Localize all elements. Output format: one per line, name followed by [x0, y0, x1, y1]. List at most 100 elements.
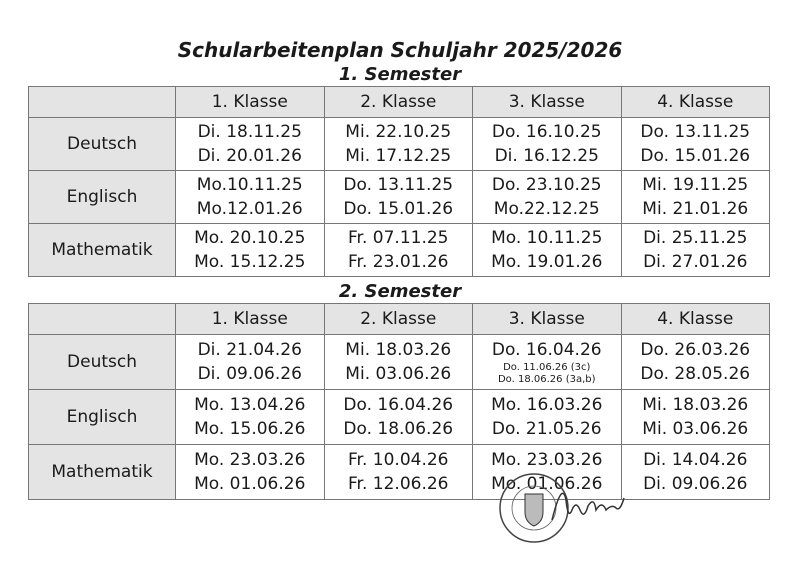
- exam-dates-cell: Di. 25.11.25 Di. 27.01.26: [620, 223, 770, 277]
- subject-label: Englisch: [28, 170, 176, 224]
- exam-date: Mo. 10.11.25: [491, 228, 603, 248]
- header-row: 1. Klasse 2. Klasse 3. Klasse 4. Klasse: [28, 86, 770, 118]
- exam-date: Do. 13.11.25: [640, 122, 751, 142]
- exam-date: Do. 28.05.26: [640, 364, 751, 384]
- column-header: 1. Klasse: [175, 303, 325, 335]
- exam-dates-cell: Fr. 10.04.26 Fr. 12.06.26: [323, 444, 473, 500]
- exam-date: Do. 15.01.26: [640, 146, 751, 166]
- exam-dates-cell: Mi. 19.11.25 Mi. 21.01.26: [620, 170, 770, 224]
- exam-date: Mi. 03.06.26: [642, 419, 749, 439]
- exam-date: Do. 11.06.26 (3c): [503, 362, 591, 373]
- exam-date: Fr. 23.01.26: [348, 252, 449, 272]
- exam-date: Mo. 15.12.25: [194, 252, 306, 272]
- subject-label: Englisch: [28, 389, 176, 445]
- exam-date: Mo. 23.03.26: [491, 450, 603, 470]
- exam-date: Do. 15.01.26: [343, 199, 454, 219]
- exam-dates-cell: Mo.10.11.25 Mo.12.01.26: [175, 170, 325, 224]
- column-header: 3. Klasse: [472, 86, 622, 118]
- exam-date: Di. 20.01.26: [197, 146, 302, 166]
- exam-date: Di. 16.12.25: [494, 146, 599, 166]
- exam-date: Di. 09.06.26: [643, 474, 748, 494]
- column-header: 3. Klasse: [472, 303, 622, 335]
- exam-dates-cell: Do. 13.11.25 Do. 15.01.26: [323, 170, 473, 224]
- exam-date: Do. 16.04.26: [343, 395, 454, 415]
- exam-dates-cell: Do. 16.04.26 Do. 18.06.26: [323, 389, 473, 445]
- exam-date: Do. 21.05.26: [491, 419, 602, 439]
- exam-dates-cell: Mo. 10.11.25 Mo. 19.01.26: [472, 223, 622, 277]
- exam-date: Mo.22.12.25: [493, 199, 600, 219]
- exam-dates-cell: Mo. 20.10.25 Mo. 15.12.25: [175, 223, 325, 277]
- exam-date: Mo. 01.06.26: [194, 474, 306, 494]
- exam-date: Di. 21.04.26: [197, 340, 302, 360]
- exam-date: Di. 25.11.25: [643, 228, 748, 248]
- subject-label: Mathematik: [28, 444, 176, 500]
- exam-date: Mo. 23.03.26: [194, 450, 306, 470]
- exam-dates-cell: Mo. 16.03.26 Do. 21.05.26: [472, 389, 622, 445]
- exam-dates-cell: Do. 13.11.25 Do. 15.01.26: [620, 117, 770, 171]
- column-header: 4. Klasse: [620, 86, 770, 118]
- exam-dates-cell: Di. 18.11.25 Di. 20.01.26: [175, 117, 325, 171]
- exam-date: Mi. 22.10.25: [345, 122, 452, 142]
- exam-date: Do. 18.06.26: [343, 419, 454, 439]
- exam-date: Do. 23.10.25: [491, 175, 602, 195]
- subject-label: Mathematik: [28, 223, 176, 277]
- column-header: [28, 86, 176, 118]
- exam-dates-cell: Mo. 13.04.26 Mo. 15.06.26: [175, 389, 325, 445]
- semester-1-heading: 1. Semester: [338, 64, 462, 85]
- semester-2-table: 1. Klasse 2. Klasse 3. Klasse 4. Klasse Deut…: [28, 303, 770, 500]
- column-header: 2. Klasse: [323, 86, 473, 118]
- exam-dates-cell: Mo. 23.03.26 Mo. 01.06.26: [175, 444, 325, 500]
- column-header: 1. Klasse: [175, 86, 325, 118]
- school-stamp-and-signature: [499, 473, 625, 543]
- semester-2-heading: 2. Semester: [338, 281, 462, 302]
- column-header: 2. Klasse: [323, 303, 473, 335]
- table-row: Deutsch Di. 21.04.26 Di. 09.06.26 Mi. 18.03…: [28, 334, 770, 390]
- subject-label: Deutsch: [28, 334, 176, 390]
- exam-dates-cell: Mi. 18.03.26 Mi. 03.06.26: [620, 389, 770, 445]
- exam-date: Mo. 01.06.26: [491, 474, 603, 494]
- exam-dates-cell: Mi. 22.10.25 Mi. 17.12.25: [323, 117, 473, 171]
- exam-date: Do. 18.06.26 (3a,b): [497, 374, 596, 385]
- exam-date: Mo. 15.06.26: [194, 419, 306, 439]
- exam-date: Mi. 18.03.26: [345, 340, 452, 360]
- exam-date: Mo.10.11.25: [196, 175, 303, 195]
- exam-date: Mo.12.01.26: [196, 199, 303, 219]
- exam-date: Mi. 21.01.26: [642, 199, 749, 219]
- exam-date: Mo. 19.01.26: [491, 252, 603, 272]
- header-row: 1. Klasse 2. Klasse 3. Klasse 4. Klasse: [28, 303, 770, 335]
- exam-date: Di. 18.11.25: [197, 122, 302, 142]
- exam-date: Di. 14.04.26: [643, 450, 748, 470]
- exam-date: Mo. 20.10.25: [194, 228, 306, 248]
- exam-date: Do. 13.11.25: [343, 175, 454, 195]
- exam-dates-cell: Do. 23.10.25 Mo.22.12.25: [472, 170, 622, 224]
- table-row: Deutsch Di. 18.11.25 Di. 20.01.26 Mi. 22.10…: [28, 117, 770, 171]
- column-header: 4. Klasse: [620, 303, 770, 335]
- exam-date: Mi. 03.06.26: [345, 364, 452, 384]
- exam-date: Mi. 18.03.26: [642, 395, 749, 415]
- exam-dates-cell: Di. 14.04.26 Di. 09.06.26: [620, 444, 770, 500]
- exam-date: Mo. 13.04.26: [194, 395, 306, 415]
- exam-dates-cell: Mi. 18.03.26 Mi. 03.06.26: [323, 334, 473, 390]
- table-row: Englisch Mo. 13.04.26 Mo. 15.06.26 Do. 16.0…: [28, 389, 770, 445]
- exam-dates-cell: Mo. 23.03.26 Mo. 01.06.26: [472, 444, 622, 500]
- document-title: Schularbeitenplan Schuljahr 2025/2026: [177, 38, 623, 62]
- exam-date: Di. 09.06.26: [197, 364, 302, 384]
- exam-date: Fr. 07.11.25: [348, 228, 449, 248]
- exam-date: Mi. 17.12.25: [345, 146, 452, 166]
- table-row: Englisch Mo.10.11.25 Mo.12.01.26 Do. 13.11.…: [28, 170, 770, 224]
- exam-date: Do. 16.04.26: [491, 340, 602, 360]
- exam-date: Di. 27.01.26: [643, 252, 748, 272]
- exam-date: Mo. 16.03.26: [491, 395, 603, 415]
- exam-dates-cell: Do. 16.10.25 Di. 16.12.25: [472, 117, 622, 171]
- exam-dates-cell: Do. 16.04.26 Do. 11.06.26 (3c) Do. 18.06.2…: [472, 334, 622, 390]
- exam-date: Mi. 19.11.25: [642, 175, 749, 195]
- exam-dates-cell: Fr. 07.11.25 Fr. 23.01.26: [323, 223, 473, 277]
- exam-dates-cell: Di. 21.04.26 Di. 09.06.26: [175, 334, 325, 390]
- subject-label: Deutsch: [28, 117, 176, 171]
- column-header: [28, 303, 176, 335]
- table-row: Mathematik Mo. 20.10.25 Mo. 15.12.25 Fr. 07…: [28, 223, 770, 277]
- exam-dates-cell: Do. 26.03.26 Do. 28.05.26: [620, 334, 770, 390]
- exam-date: Do. 16.10.25: [491, 122, 602, 142]
- exam-date: Fr. 10.04.26: [348, 450, 449, 470]
- table-row: Mathematik Mo. 23.03.26 Mo. 01.06.26 Fr. 10…: [28, 444, 770, 500]
